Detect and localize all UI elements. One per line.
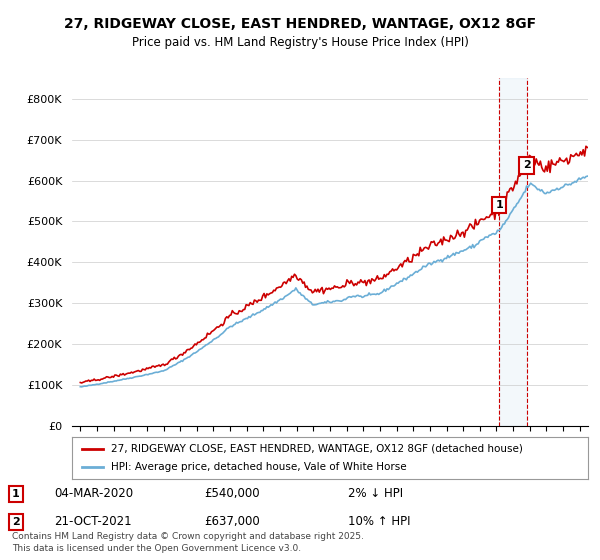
- Bar: [499, 78, 527, 426]
- Text: 1: 1: [12, 489, 20, 499]
- Text: 2: 2: [523, 160, 530, 170]
- Text: HPI: Average price, detached house, Vale of White Horse: HPI: Average price, detached house, Vale…: [110, 462, 406, 472]
- Text: £637,000: £637,000: [204, 515, 260, 529]
- Text: 2% ↓ HPI: 2% ↓ HPI: [348, 487, 403, 501]
- Text: Contains HM Land Registry data © Crown copyright and database right 2025.
This d: Contains HM Land Registry data © Crown c…: [12, 533, 364, 553]
- Text: 21-OCT-2021: 21-OCT-2021: [54, 515, 131, 529]
- Text: 27, RIDGEWAY CLOSE, EAST HENDRED, WANTAGE, OX12 8GF: 27, RIDGEWAY CLOSE, EAST HENDRED, WANTAG…: [64, 17, 536, 31]
- Text: 1: 1: [496, 200, 503, 210]
- Text: 2: 2: [12, 517, 20, 527]
- Text: 10% ↑ HPI: 10% ↑ HPI: [348, 515, 410, 529]
- Text: 04-MAR-2020: 04-MAR-2020: [54, 487, 133, 501]
- Text: £540,000: £540,000: [204, 487, 260, 501]
- Text: Price paid vs. HM Land Registry's House Price Index (HPI): Price paid vs. HM Land Registry's House …: [131, 36, 469, 49]
- Text: 27, RIDGEWAY CLOSE, EAST HENDRED, WANTAGE, OX12 8GF (detached house): 27, RIDGEWAY CLOSE, EAST HENDRED, WANTAG…: [110, 444, 523, 454]
